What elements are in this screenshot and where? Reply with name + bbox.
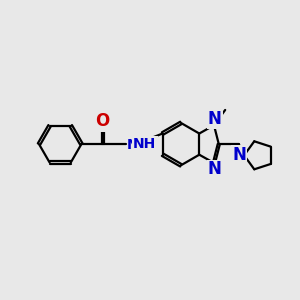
Text: NH: NH xyxy=(133,137,156,151)
Text: O: O xyxy=(95,112,110,130)
Text: N: N xyxy=(208,160,222,178)
Text: N: N xyxy=(208,110,222,128)
Text: N: N xyxy=(232,146,246,164)
Text: N: N xyxy=(208,110,222,128)
Text: O: O xyxy=(95,112,110,130)
Text: NH: NH xyxy=(127,138,150,152)
Text: N: N xyxy=(232,146,246,164)
Text: N: N xyxy=(208,160,222,178)
